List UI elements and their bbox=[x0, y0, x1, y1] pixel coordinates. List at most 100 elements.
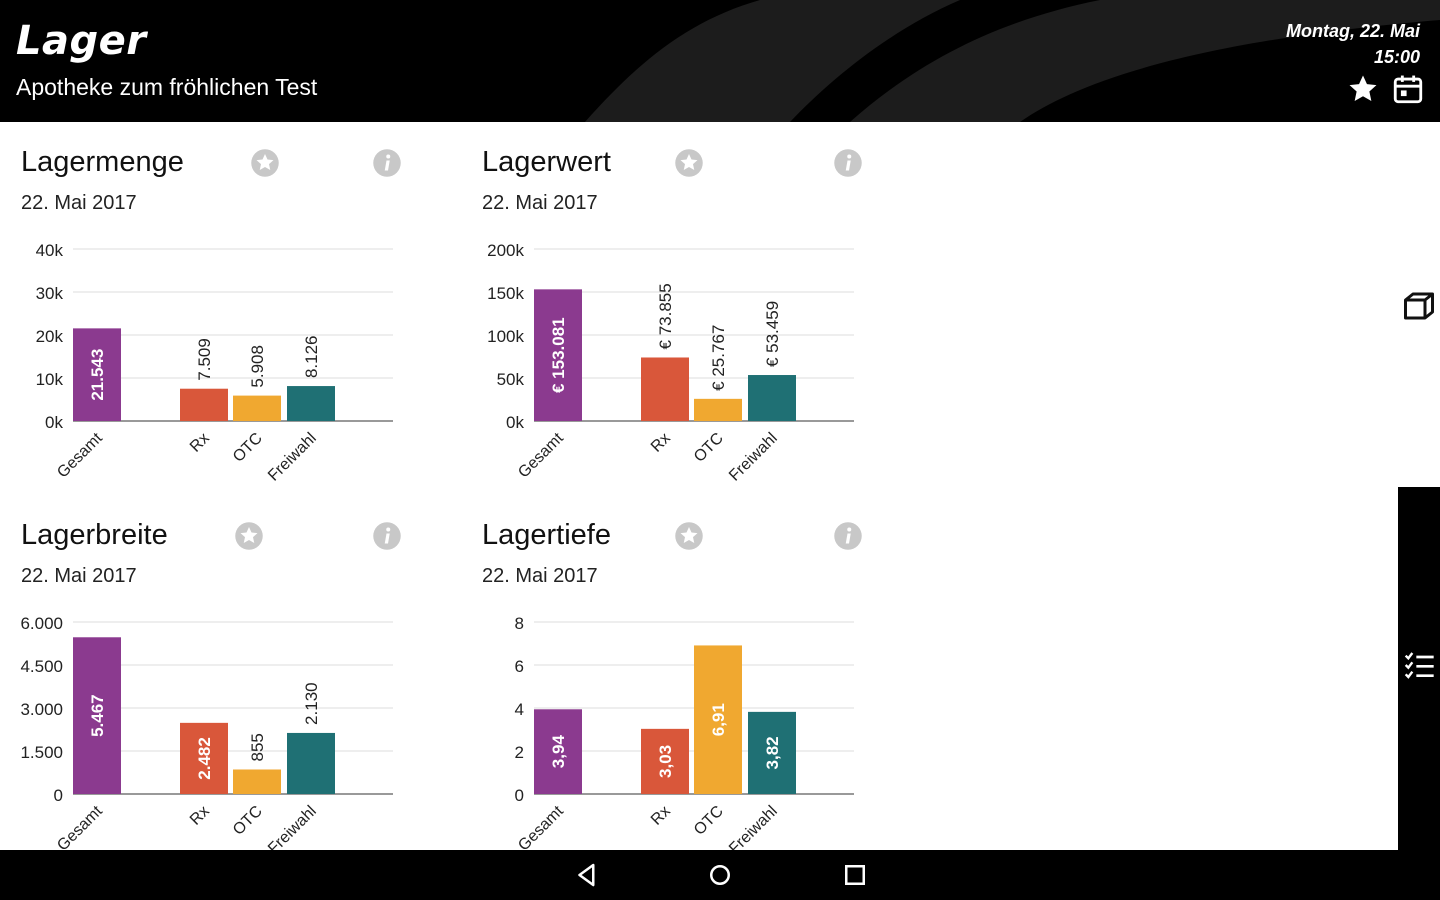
bar-rx[interactable] bbox=[641, 357, 689, 421]
x-tick-label: Rx bbox=[648, 430, 674, 456]
info-icon[interactable] bbox=[372, 148, 402, 178]
bar-gesamt[interactable] bbox=[534, 289, 582, 421]
y-tick-label: 10k bbox=[36, 370, 64, 389]
bar-value-label: € 73.855 bbox=[656, 283, 675, 349]
page-title: Lager bbox=[16, 18, 147, 64]
bar-otc[interactable] bbox=[233, 769, 281, 794]
card-lagerbreite: Lagerbreite 22. Mai 2017 0 1.500 3.000 4.500 6… bbox=[20, 495, 441, 850]
header-time: 15:00 bbox=[1373, 47, 1420, 67]
y-tick-label: 0 bbox=[515, 786, 524, 805]
bar-value-label: € 153.081 bbox=[549, 317, 568, 393]
app-header: Lager Apotheke zum fröhlichen Test Monta… bbox=[0, 0, 1440, 122]
bar-otc[interactable] bbox=[694, 398, 742, 421]
x-tick-label: OTC bbox=[230, 803, 266, 839]
x-tick-label: Gesamt bbox=[54, 429, 106, 481]
bar-value-label: 3,94 bbox=[549, 735, 568, 769]
bar-value-label: 2.130 bbox=[302, 682, 321, 725]
x-tick-label: Rx bbox=[648, 803, 674, 829]
side-panel-handle[interactable] bbox=[1398, 487, 1440, 850]
y-tick-label: 20k bbox=[36, 327, 64, 346]
card-title: Lagertiefe bbox=[482, 519, 611, 551]
bar-gesamt[interactable] bbox=[73, 328, 121, 421]
bar-rx[interactable] bbox=[180, 722, 228, 794]
x-tick-label: Freiwahl bbox=[726, 803, 781, 850]
bar-gesamt[interactable] bbox=[534, 709, 582, 794]
card-date: 22. Mai 2017 bbox=[482, 565, 598, 587]
back-icon[interactable] bbox=[572, 860, 602, 890]
x-tick-label: Freiwahl bbox=[265, 430, 320, 485]
y-tick-label: 150k bbox=[487, 284, 524, 303]
x-tick-label: Freiwahl bbox=[265, 803, 320, 850]
bar-value-label: 3,03 bbox=[656, 745, 675, 778]
card-date: 22. Mai 2017 bbox=[21, 192, 137, 214]
favorite-star-icon[interactable] bbox=[250, 148, 280, 178]
y-tick-label: 6.000 bbox=[20, 614, 63, 633]
bar-otc[interactable] bbox=[694, 645, 742, 794]
card-date: 22. Mai 2017 bbox=[482, 192, 598, 214]
bar-otc[interactable] bbox=[233, 395, 281, 421]
favorite-star-icon[interactable] bbox=[234, 521, 264, 551]
header-decoration bbox=[585, 0, 1440, 122]
bar-freiwahl[interactable] bbox=[287, 386, 335, 421]
info-icon[interactable] bbox=[833, 148, 863, 178]
bar-freiwahl[interactable] bbox=[748, 711, 796, 794]
x-tick-label: Rx bbox=[187, 430, 213, 456]
card-title: Lagerwert bbox=[482, 146, 611, 178]
bar-chart: 0 1.500 3.000 4.500 6.000 5.467 Gesamt 2.482 Rx 8… bbox=[20, 614, 393, 850]
header-date: Montag, 22. Mai bbox=[1285, 21, 1420, 41]
y-tick-label: 100k bbox=[487, 327, 524, 346]
bar-value-label: 8.126 bbox=[302, 336, 321, 379]
bar-value-label: 6,91 bbox=[709, 703, 728, 736]
y-tick-label: 6 bbox=[515, 657, 524, 676]
bar-freiwahl[interactable] bbox=[287, 732, 335, 794]
header-datetime: Montag, 22. Mai 15:00 bbox=[1286, 18, 1420, 70]
bar-value-label: € 53.459 bbox=[763, 301, 782, 367]
bar-value-label: 21.543 bbox=[88, 349, 107, 401]
system-navbar bbox=[0, 850, 1440, 900]
star-icon[interactable] bbox=[1346, 72, 1380, 106]
y-tick-label: 4.500 bbox=[20, 657, 63, 676]
x-tick-label: Gesamt bbox=[515, 802, 567, 850]
y-tick-label: 40k bbox=[36, 241, 64, 260]
favorite-star-icon[interactable] bbox=[674, 521, 704, 551]
right-rail bbox=[1398, 122, 1440, 850]
bar-rx[interactable] bbox=[180, 388, 228, 421]
x-tick-label: Freiwahl bbox=[726, 430, 781, 485]
calendar-icon[interactable] bbox=[1391, 72, 1425, 106]
x-tick-label: Gesamt bbox=[54, 802, 106, 850]
bar-freiwahl[interactable] bbox=[748, 375, 796, 421]
bar-value-label: 3,82 bbox=[763, 736, 782, 769]
card-lagerwert: Lagerwert 22. Mai 2017 0k 50k 100k 150k 200k € … bbox=[482, 122, 902, 488]
bar-value-label: 7.509 bbox=[195, 338, 214, 381]
x-tick-label: OTC bbox=[691, 430, 727, 466]
bar-value-label: 5.467 bbox=[88, 694, 107, 737]
checklist-icon[interactable] bbox=[1402, 649, 1436, 681]
card-lagertiefe: Lagertiefe 22. Mai 2017 0 2 4 6 8 3,94 Gesamt 3,0… bbox=[482, 495, 902, 850]
bar-chart: 0k 10k 20k 30k 40k 21.543 Gesamt 7.509 Rx 5.908 OT… bbox=[36, 241, 393, 485]
y-tick-label: 3.000 bbox=[20, 700, 63, 719]
y-tick-label: 0k bbox=[506, 413, 524, 432]
x-tick-label: Rx bbox=[187, 803, 213, 829]
recents-icon[interactable] bbox=[840, 860, 870, 890]
page-subtitle: Apotheke zum fröhlichen Test bbox=[16, 74, 318, 100]
x-tick-label: Gesamt bbox=[515, 429, 567, 481]
x-tick-label: OTC bbox=[691, 803, 727, 839]
dashboard: Lagermenge 22. Mai 2017 0k 10k 20k 30k 40k 21.5… bbox=[0, 122, 1398, 850]
bar-gesamt[interactable] bbox=[73, 637, 121, 794]
y-tick-label: 50k bbox=[497, 370, 525, 389]
box-icon[interactable] bbox=[1400, 288, 1438, 324]
card-title: Lagermenge bbox=[21, 146, 184, 178]
y-tick-label: 2 bbox=[515, 743, 524, 762]
card-lagermenge: Lagermenge 22. Mai 2017 0k 10k 20k 30k 40k 21.5… bbox=[21, 122, 441, 488]
info-icon[interactable] bbox=[833, 521, 863, 551]
bar-rx[interactable] bbox=[641, 728, 689, 794]
bar-chart: 0k 50k 100k 150k 200k € 153.081 Gesamt € 73.855… bbox=[487, 241, 854, 485]
y-tick-label: 30k bbox=[36, 284, 64, 303]
favorite-star-icon[interactable] bbox=[674, 148, 704, 178]
y-tick-label: 0 bbox=[54, 786, 63, 805]
bar-value-label: € 25.767 bbox=[709, 325, 728, 391]
info-icon[interactable] bbox=[372, 521, 402, 551]
y-tick-label: 0k bbox=[45, 413, 63, 432]
bar-value-label: 5.908 bbox=[248, 345, 267, 388]
home-icon[interactable] bbox=[705, 860, 735, 890]
